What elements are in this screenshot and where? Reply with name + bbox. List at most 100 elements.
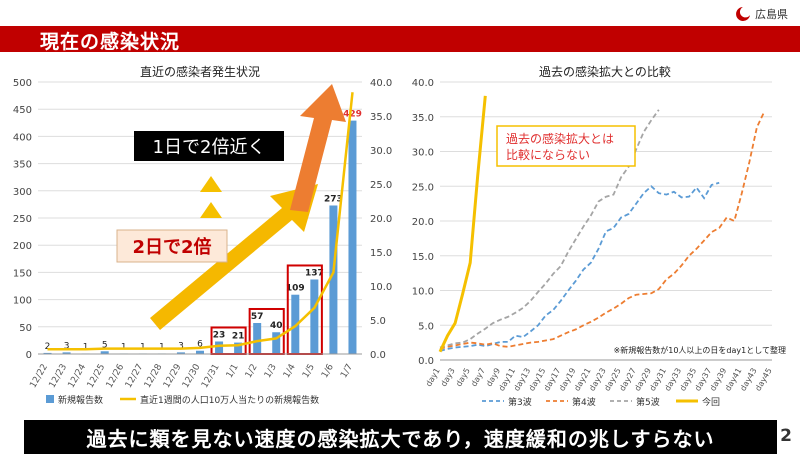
chart1-bar-label: 137 (305, 268, 324, 278)
chart2-y-tick-label: 0.0 (418, 356, 434, 367)
chart1-legend-label: 直近1週間の人口10万人当たりの新規報告数 (140, 394, 319, 406)
chart2-legend-label: 第5波 (636, 396, 660, 408)
chart1-bar (176, 352, 185, 354)
chart1-bar (253, 322, 262, 354)
chart1-bar (62, 352, 71, 354)
chart1-bar (195, 350, 205, 354)
chart1-yellow-arrow (150, 184, 318, 330)
chart1-y2-tick-label: 40.0 (370, 78, 392, 89)
chart1-bar (43, 352, 52, 354)
chart1-annotation: 2日で2倍 (132, 236, 211, 258)
chart1-bar (348, 120, 357, 355)
chart1-x-tick-label: 1/6 (320, 362, 336, 380)
chart1-y-tick-label: 50 (19, 323, 32, 334)
chart1-bar-label: 109 (286, 284, 305, 294)
chart1-x-tick-label: 12/30 (181, 362, 203, 390)
chart1-y2-tick-label: 0.0 (370, 350, 386, 361)
chart2-annotation-box (496, 125, 636, 167)
chart2-y-tick-label: 40.0 (412, 78, 434, 89)
chart1-line-series (47, 92, 354, 351)
chart1-up-triangle (200, 202, 222, 218)
chart1-y2-tick-label: 5.0 (370, 316, 386, 327)
chart1-y-tick-label: 100 (13, 296, 32, 307)
chart1-bar-label: 3 (64, 341, 70, 351)
chart1-bar-label: 429 (343, 110, 362, 120)
chart1-bar-label: 40 (270, 321, 283, 331)
chart1-bar (272, 332, 281, 354)
chart1-x-tick-label: 1/7 (339, 363, 355, 381)
chart1-x-tick-label: 1/4 (282, 362, 298, 380)
chart1-x-tick-label: 12/31 (200, 363, 222, 390)
chart2-y-tick-label: 10.0 (412, 287, 434, 298)
chart1-x-tick-label: 12/23 (48, 363, 70, 390)
chart1-bar (215, 341, 224, 354)
chart2-x-tick-label: day1 (424, 367, 442, 389)
chart2-y-tick-label: 20.0 (412, 217, 434, 228)
chart2-title: 過去の感染拡大との比較 (539, 64, 671, 79)
chart1-annotation: 1日で2倍近く (153, 137, 266, 158)
prefecture-emblem-icon (736, 7, 750, 21)
chart1-legend-label: 新規報告数 (58, 394, 103, 406)
chart1-x-tick-label: 12/29 (162, 362, 184, 390)
chart2-x-tick-label: day5 (454, 367, 472, 389)
chart1-bar-label: 5 (102, 340, 108, 350)
chart1-bar-label: 23 (213, 330, 226, 340)
chart1-y-tick-label: 150 (13, 268, 32, 279)
chart1-y2-tick-label: 35.0 (370, 112, 392, 123)
chart1-y2-tick-label: 15.0 (370, 248, 392, 259)
chart1-orange-arrow (290, 84, 346, 212)
chart1-annotation-box (116, 229, 228, 263)
slide-title: 現在の感染状況 (40, 31, 181, 53)
chart1-y-tick-label: 200 (13, 241, 32, 252)
chart1-y2-tick-label: 30.0 (370, 146, 392, 157)
chart1-x-tick-label: 12/25 (86, 363, 108, 390)
chart1-y-tick-label: 400 (13, 132, 32, 143)
chart2-x-tick-label: day3 (439, 367, 457, 389)
page-number: 2 (780, 426, 792, 446)
chart1-y-tick-label: 250 (13, 214, 32, 225)
chart2-annotation: 比較にならない (506, 147, 590, 162)
chart2-y-tick-label: 35.0 (412, 113, 434, 124)
logo-text: 広島県 (755, 8, 788, 21)
chart2-legend-label: 第3波 (508, 396, 532, 408)
chart2-line-series (439, 110, 766, 350)
chart2-note: ※新規報告数が10人以上の日をday1として整理 (614, 345, 786, 355)
chart2-x-tick-label: day7 (469, 367, 487, 389)
chart2-y-tick-label: 15.0 (412, 252, 434, 263)
chart1-y2-tick-label: 10.0 (370, 282, 392, 293)
chart1-bar (234, 342, 243, 354)
chart1-bar (310, 279, 319, 354)
chart1-x-tick-label: 12/27 (124, 363, 146, 390)
prefecture-logo: 広島県 (735, 6, 788, 22)
chart1-up-triangle (200, 176, 222, 192)
chart1-y-tick-label: 0 (26, 350, 32, 361)
chart2-line-series (439, 181, 720, 352)
chart2-legend-label: 今回 (702, 396, 720, 408)
chart1-bar (100, 351, 109, 354)
chart1-y-tick-label: 350 (13, 160, 32, 171)
chart1-x-tick-label: 1/1 (225, 363, 241, 381)
chart1-bar-label: 2 (45, 342, 51, 352)
chart1-annotation-box (134, 131, 284, 161)
chart1-bar-label: 57 (251, 312, 264, 322)
chart2-y-tick-label: 5.0 (418, 321, 434, 332)
chart1-x-tick-label: 12/22 (28, 363, 50, 390)
chart1-bar-label: 21 (232, 332, 245, 342)
chart2-line-series (438, 95, 487, 353)
chart1-x-tick-label: 12/24 (67, 362, 89, 390)
chart1-y-tick-label: 500 (13, 78, 32, 89)
chart1-title: 直近の感染者発生状況 (140, 64, 260, 79)
chart1-x-tick-label: 1/3 (263, 363, 279, 381)
chart1-y-tick-label: 450 (13, 105, 32, 116)
chart2-legend-label: 第4波 (572, 396, 596, 408)
chart2-y-tick-label: 30.0 (412, 148, 434, 159)
chart1-bar (329, 205, 338, 354)
conclusion-banner: 過去に類を見ない速度の感染拡大であり，速度緩和の兆しすらない (24, 420, 777, 454)
chart1-legend-swatch (46, 395, 54, 403)
chart2-annotation: 過去の感染拡大とは (506, 131, 614, 146)
chart1-y2-tick-label: 20.0 (370, 214, 392, 225)
chart1-bar (291, 294, 300, 354)
chart1-x-tick-label: 1/2 (244, 363, 260, 381)
chart2-y-tick-label: 25.0 (412, 182, 434, 193)
